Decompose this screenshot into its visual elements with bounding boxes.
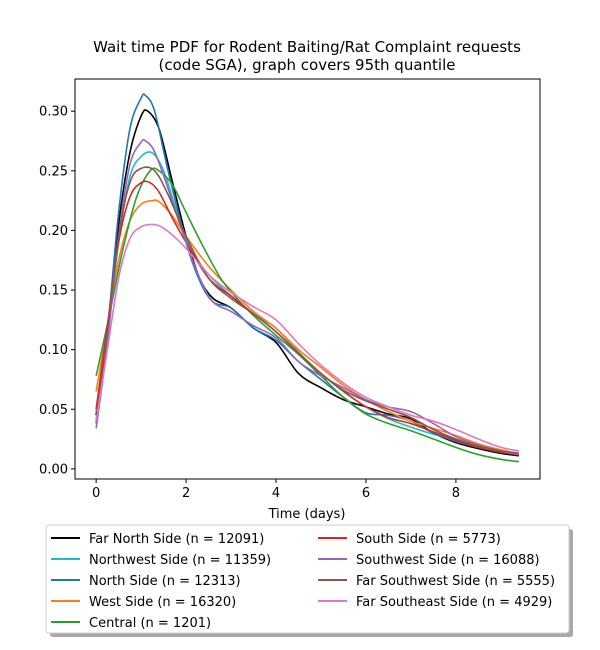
series-line	[95, 180, 519, 456]
x-axis-title: Time (days)	[268, 507, 346, 522]
legend-label: South Side (n = 5773)	[356, 532, 501, 547]
x-axis: 0 2 4 6 8	[92, 479, 460, 501]
legend-box	[45, 524, 570, 634]
legend-label: Central (n = 1201)	[89, 616, 211, 631]
series-line	[95, 166, 519, 455]
series-line	[95, 138, 520, 456]
y-tick-label: 0.15	[39, 284, 68, 299]
legend-label: West Side (n = 16320)	[89, 595, 236, 610]
legend-label: Southwest Side (n = 16088)	[356, 553, 540, 568]
plot-frame	[74, 78, 541, 480]
legend: Far North Side (n = 12091) Northwest Side…	[45, 524, 573, 637]
x-tick-label: 2	[182, 486, 190, 501]
legend-label: Northwest Side (n = 11359)	[89, 553, 271, 568]
legend-entries: Far North Side (n = 12091) Northwest Side…	[51, 532, 555, 631]
y-tick-label: 0.00	[39, 462, 68, 477]
chart-title-line-1: Wait time PDF for Rodent Baiting/Rat Com…	[93, 38, 521, 56]
y-tick-label: 0.05	[39, 403, 68, 418]
x-tick-label: 4	[272, 486, 280, 501]
x-tick-label: 6	[362, 486, 370, 501]
y-axis: 0.00 0.05 0.10 0.15 0.20 0.25 0.30	[39, 105, 75, 477]
legend-label: Far North Side (n = 12091)	[89, 532, 264, 547]
series-layer	[95, 93, 520, 463]
series-line	[95, 223, 520, 452]
series-line	[95, 151, 519, 455]
y-tick-label: 0.30	[39, 105, 68, 120]
series-line	[95, 199, 520, 455]
legend-label: Far Southwest Side (n = 5555)	[356, 574, 555, 589]
chart-title-line-2: (code SGA), graph covers 95th quantile	[159, 56, 456, 74]
series-line	[95, 167, 519, 463]
legend-label: North Side (n = 12313)	[89, 574, 241, 589]
series-line	[95, 93, 519, 456]
y-tick-label: 0.10	[39, 343, 68, 358]
y-tick-label: 0.25	[39, 164, 68, 179]
x-tick-label: 0	[92, 486, 100, 501]
y-tick-label: 0.20	[39, 224, 68, 239]
legend-label: Far Southeast Side (n = 4929)	[356, 595, 552, 610]
x-tick-label: 8	[452, 486, 460, 501]
